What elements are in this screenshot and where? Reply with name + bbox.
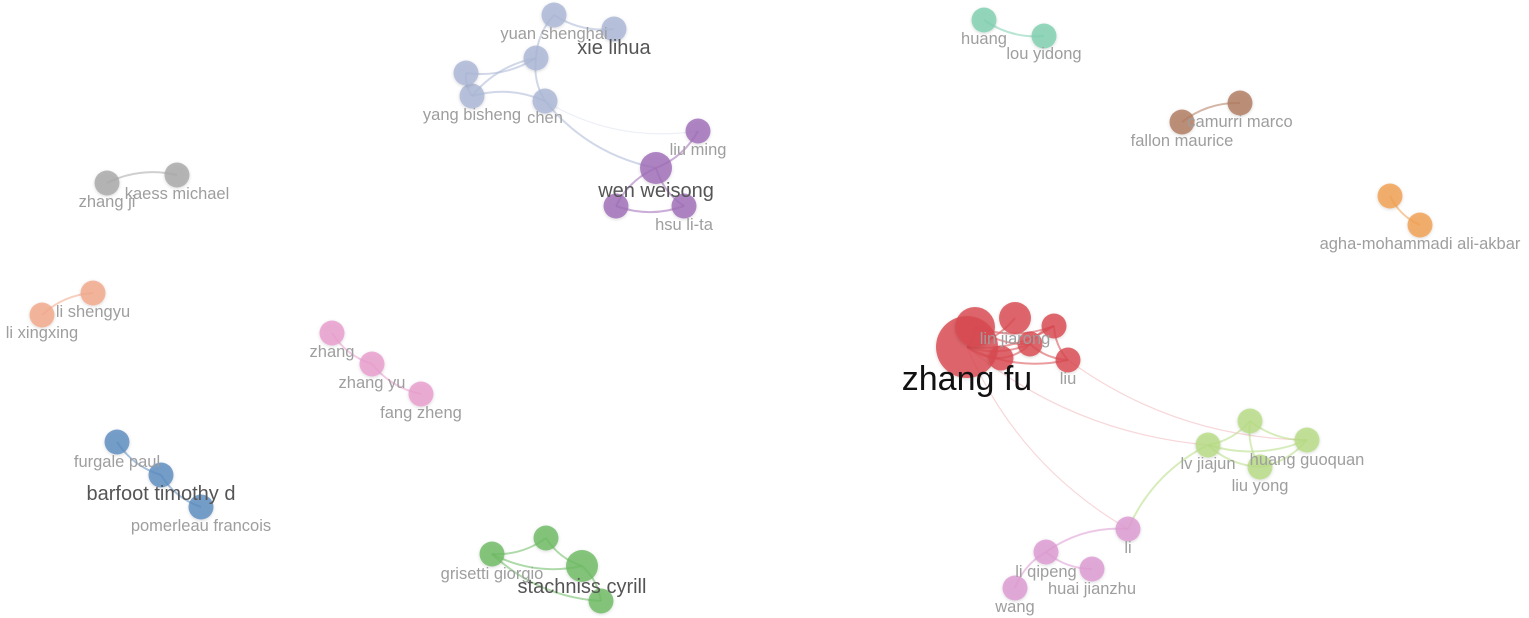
edge-chen-liu-ming [544,100,699,135]
node-liu-ming[interactable] [685,118,711,144]
node-fallon-maurice[interactable] [1169,109,1195,135]
node-grisetti-giorgio[interactable] [479,541,505,567]
node-peri-b[interactable] [523,45,549,71]
node-lime-a[interactable] [1237,408,1263,434]
label-lin-jiarong: lin jiarong [980,330,1051,348]
node-li-xingxing[interactable] [29,302,55,328]
label-liu: liu [1060,370,1077,388]
label-grisetti-giorgio: grisetti giorgio [441,565,544,583]
label-zhang-ji: zhang ji [79,193,136,211]
label-huang: huang [961,30,1007,48]
node-huang[interactable] [971,7,997,33]
node-yuan-shenghai[interactable] [541,2,567,28]
label-liu-yong: liu yong [1232,477,1289,495]
label-li-qipeng: li qipeng [1015,563,1076,581]
node-green-b[interactable] [588,588,614,614]
node-red-c[interactable] [1017,331,1043,357]
node-liu-yong[interactable] [1247,454,1273,480]
node-yang-bisheng[interactable] [459,83,485,109]
node-furgale-paul[interactable] [104,429,130,455]
node-wang[interactable] [1002,575,1028,601]
node-barfoot-timothy-d[interactable] [148,462,174,488]
node-green-a[interactable] [533,525,559,551]
node-red-b[interactable] [1041,313,1067,339]
label-lv-jiajun: lv jiajun [1180,455,1235,473]
label-agha-mohammadi: agha-mohammadi ali-akbar [1320,235,1521,253]
node-kaess-michael[interactable] [164,162,190,188]
node-purple-a[interactable] [603,193,629,219]
node-zhang-ji[interactable] [94,170,120,196]
label-fang-zheng: fang zheng [380,404,462,422]
label-xie-lihua: xie lihua [577,37,651,59]
label-liu-ming: liu ming [670,141,727,159]
node-stachniss-cyrill[interactable] [566,550,598,582]
edge-layer [41,14,1421,602]
node-zhang[interactable] [319,320,345,346]
label-stachniss-cyrill: stachniss cyrill [518,576,647,598]
node-xie-lihua[interactable] [601,16,627,42]
label-huai-jianzhu: huai jianzhu [1048,580,1136,598]
edge-lv-jiajun-li [1127,444,1209,530]
node-lin-jiarong[interactable] [999,302,1031,334]
label-furgale-paul: furgale paul [74,453,160,471]
node-fang-zheng[interactable] [408,381,434,407]
label-pomerleau-francois: pomerleau francois [131,517,271,535]
node-red-a[interactable] [955,307,995,347]
label-li-shengyu: li shengyu [56,303,130,321]
label-chen: chen [527,109,563,127]
node-li-shengyu[interactable] [80,280,106,306]
node-pomerleau-francois[interactable] [188,494,214,520]
node-orange-a[interactable] [1377,183,1403,209]
node-huai-jianzhu[interactable] [1079,556,1105,582]
label-lou-yidong: lou yidong [1006,45,1081,63]
node-wen-weisong[interactable] [640,152,672,184]
label-camurri-marco: camurri marco [1187,113,1292,131]
label-kaess-michael: kaess michael [125,185,230,203]
label-fallon-maurice: fallon maurice [1131,132,1234,150]
node-chen[interactable] [532,88,558,114]
label-hsu-li-ta: hsu li-ta [655,216,714,234]
label-wen-weisong: wen weisong [597,180,714,202]
label-yuan-shenghai: yuan shenghai [500,25,607,43]
node-layer [29,2,1433,614]
node-lv-jiajun[interactable] [1195,432,1221,458]
edge-grisetti-giorgio-green-b [491,553,602,602]
node-liu[interactable] [1055,347,1081,373]
label-zhang-fu: zhang fu [902,360,1032,398]
node-zhang-yu[interactable] [359,351,385,377]
label-zhang-yu: zhang yu [339,374,406,392]
label-wang: wang [994,598,1034,616]
node-agha-mohammadi[interactable] [1407,212,1433,238]
label-li-xingxing: li xingxing [6,324,78,342]
edge-liu-huang-guoquan [1067,359,1308,441]
node-camurri-marco[interactable] [1227,90,1253,116]
edge-zhang-fu-li [966,346,1129,530]
node-huang-guoquan[interactable] [1294,427,1320,453]
node-hsu-li-ta[interactable] [671,193,697,219]
label-barfoot-timothy-d: barfoot timothy d [87,483,236,505]
edge-li-li-qipeng [1045,527,1129,553]
label-yang-bisheng: yang bisheng [423,106,521,124]
node-li[interactable] [1115,516,1141,542]
label-zhang: zhang [310,343,355,361]
node-li-qipeng[interactable] [1033,539,1059,565]
node-peri-a[interactable] [453,60,479,86]
node-lou-yidong[interactable] [1031,23,1057,49]
node-red-d[interactable] [988,345,1014,371]
label-li: li [1124,539,1131,557]
label-huang-guoquan: huang guoquan [1250,451,1365,469]
